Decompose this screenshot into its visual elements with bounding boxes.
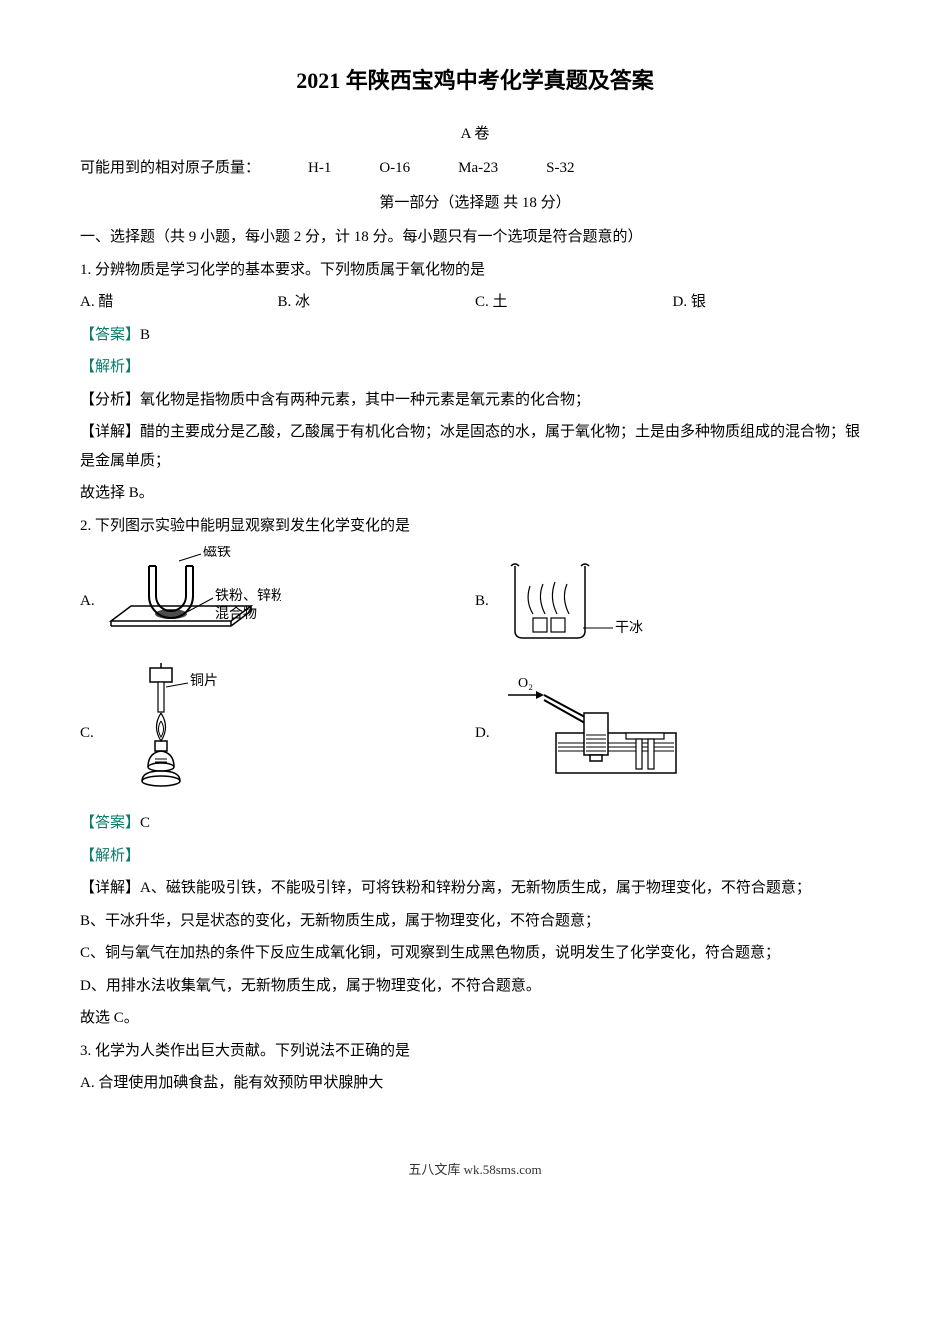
q2-analysis-p2: B、干冰升华，只是状态的变化，无新物质生成，属于物理变化，不符合题意； — [80, 907, 870, 936]
mix-label2: 混合物 — [215, 606, 257, 622]
gas-collection-icon: O₂ — [496, 673, 686, 783]
q2-analysis-p5: 故选 C。 — [80, 1004, 870, 1033]
q2-row-2: C. 铜片 — [80, 663, 870, 804]
q2-label-b: B. — [475, 587, 489, 616]
footer: 五八文库 wk.58sms.com — [80, 1158, 870, 1183]
q1-analysis-p3: 故选择 B。 — [80, 479, 870, 508]
q3-opt-a: A. 合理使用加碘食盐，能有效预防甲状腺肿大 — [80, 1069, 870, 1098]
q2-analysis-p3: C、铜与氧气在加热的条件下反应生成氧化铜，可观察到生成黑色物质，说明发生了化学变… — [80, 939, 870, 968]
q2-diagram-a: 磁铁 铁粉、锌粉 混合物 — [101, 546, 281, 657]
q2-label-c: C. — [80, 719, 94, 748]
q2-diagram-b: 干冰 — [495, 546, 665, 657]
atomic-mass-s: S-32 — [546, 154, 574, 183]
q1-answer-line: 【答案】B — [80, 321, 870, 350]
subtitle: A 卷 — [80, 120, 870, 149]
q1-choice-d: D. 银 — [673, 288, 871, 317]
q2-row-1: A. 磁铁 铁粉、锌粉 — [80, 546, 870, 657]
q2-analysis-p1: 【详解】A、磁铁能吸引铁，不能吸引锌，可将铁粉和锌粉分离，无新物质生成，属于物理… — [80, 874, 870, 903]
q2-answer: C — [140, 815, 150, 831]
q2-cell-d: D. O₂ — [475, 663, 870, 804]
q2-cell-a: A. 磁铁 铁粉、锌粉 — [80, 546, 475, 657]
q2-answer-label: 【答案】 — [80, 815, 140, 831]
q2-analysis-label: 【解析】 — [80, 842, 870, 871]
atomic-mass-row: 可能用到的相对原子质量： H-1 O-16 Ma-23 S-32 — [80, 154, 870, 183]
q2-label-a: A. — [80, 587, 95, 616]
q3-stem: 3. 化学为人类作出巨大贡献。下列说法不正确的是 — [80, 1037, 870, 1066]
q1-answer-label: 【答案】 — [80, 327, 140, 343]
q2-diagram-c: 铜片 — [100, 663, 250, 804]
q1-choice-c: C. 土 — [475, 288, 673, 317]
q1-stem: 1. 分辨物质是学习化学的基本要求。下列物质属于氧化物的是 — [80, 256, 870, 285]
q1-choice-a: A. 醋 — [80, 288, 278, 317]
atomic-mass-ma: Ma-23 — [458, 154, 498, 183]
atomic-mass-o: O-16 — [379, 154, 410, 183]
magnet-label: 磁铁 — [203, 546, 231, 560]
q1-analysis-p1: 【分析】氧化物是指物质中含有两种元素，其中一种元素是氧元素的化合物； — [80, 386, 870, 415]
section1-header: 一、选择题（共 9 小题，每小题 2 分，计 18 分。每小题只有一个选项是符合… — [80, 223, 870, 252]
q2-analysis-p4: D、用排水法收集氧气，无新物质生成，属于物理变化，不符合题意。 — [80, 972, 870, 1001]
mix-label1: 铁粉、锌粉 — [215, 588, 281, 604]
magnet-icon: 磁铁 铁粉、锌粉 混合物 — [101, 546, 281, 646]
dryice-label: 干冰 — [615, 620, 643, 636]
beaker-icon: 干冰 — [495, 546, 665, 646]
copper-label: 铜片 — [190, 673, 218, 689]
q1-answer: B — [140, 327, 150, 343]
atomic-mass-h: H-1 — [308, 154, 331, 183]
q2-answer-line: 【答案】C — [80, 809, 870, 838]
q2-stem: 2. 下列图示实验中能明显观察到发生化学变化的是 — [80, 512, 870, 541]
q2-cell-c: C. 铜片 — [80, 663, 475, 804]
q2-diagram-d: O₂ — [496, 673, 686, 794]
page-title: 2021 年陕西宝鸡中考化学真题及答案 — [80, 60, 870, 102]
o2-label: O₂ — [518, 676, 533, 691]
q1-choices: A. 醋 B. 冰 C. 土 D. 银 — [80, 288, 870, 317]
part-header: 第一部分（选择题 共 18 分） — [80, 189, 870, 218]
atomic-mass-prefix: 可能用到的相对原子质量： — [80, 154, 260, 183]
q1-analysis-p2: 【详解】醋的主要成分是乙酸，乙酸属于有机化合物；冰是固态的水，属于氧化物；土是由… — [80, 418, 870, 475]
q1-choice-b: B. 冰 — [278, 288, 476, 317]
q1-analysis-label: 【解析】 — [80, 353, 870, 382]
burner-icon: 铜片 — [100, 663, 250, 793]
q2-cell-b: B. 干冰 — [475, 546, 870, 657]
q2-label-d: D. — [475, 719, 490, 748]
